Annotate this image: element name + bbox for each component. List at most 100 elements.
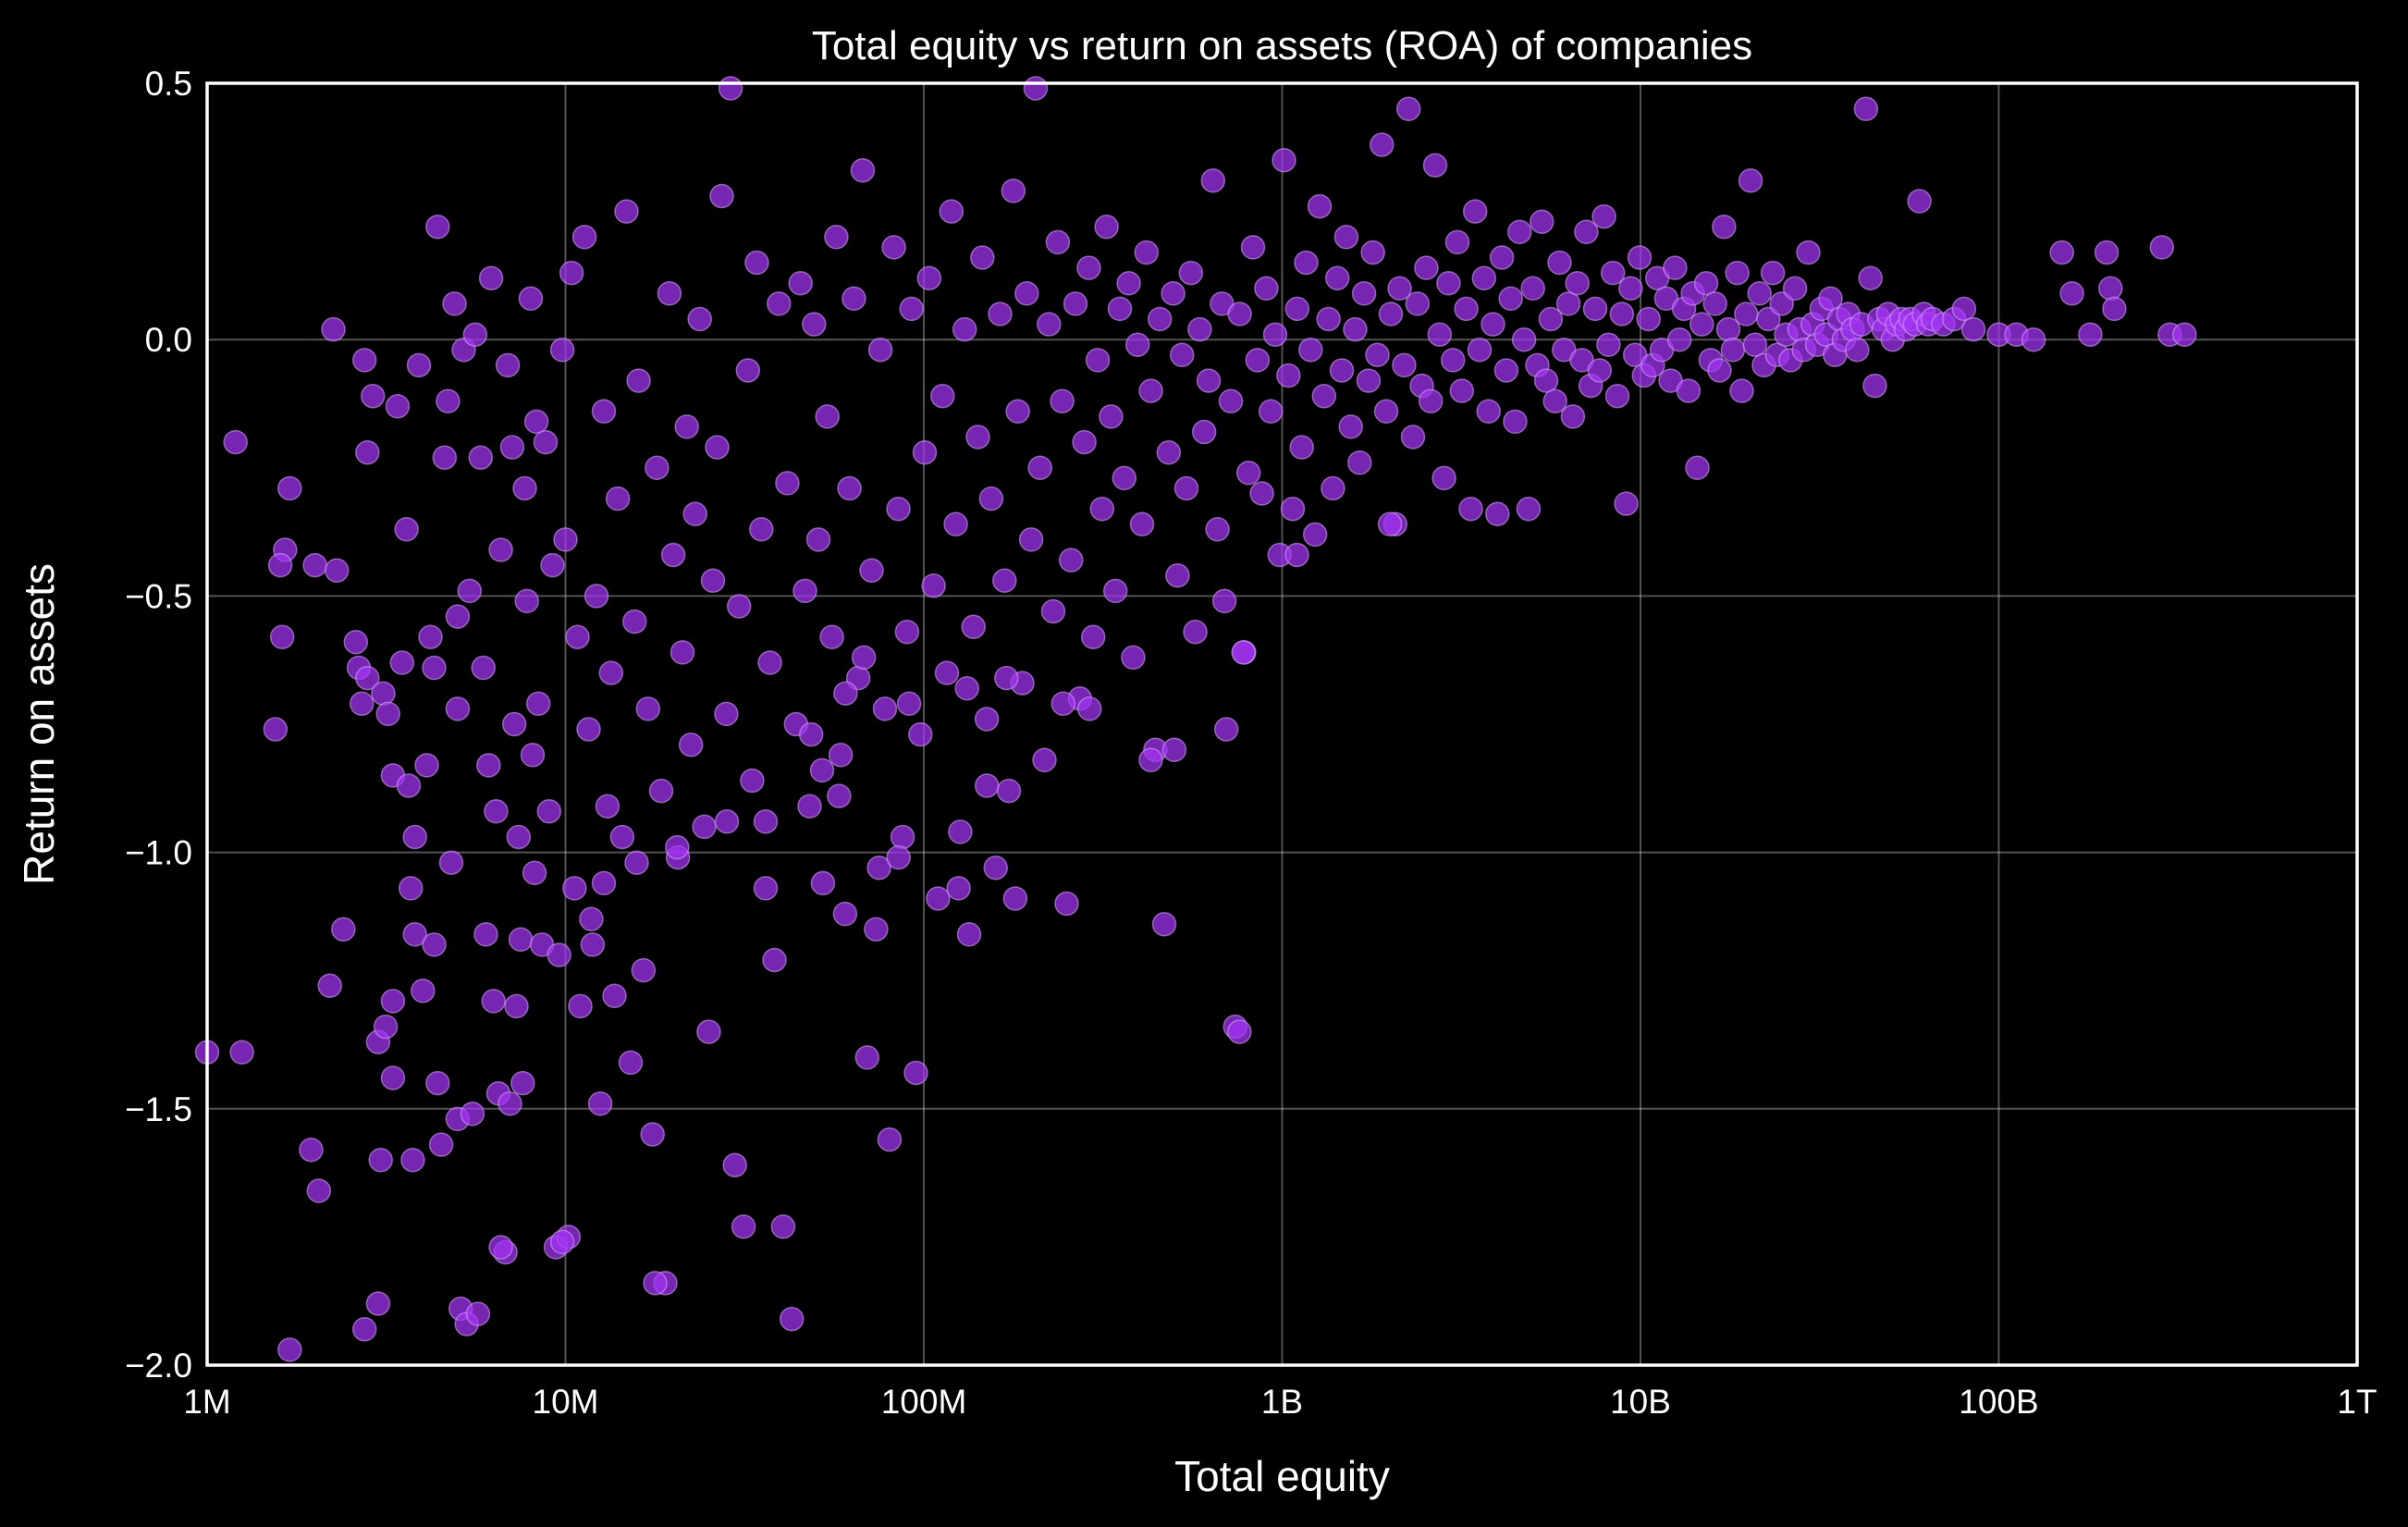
data-point (400, 1147, 425, 1173)
data-point (678, 732, 704, 757)
data-point (1037, 312, 1062, 337)
data-point (579, 906, 604, 931)
data-point (1333, 225, 1359, 250)
data-point (355, 439, 380, 465)
data-point (1458, 496, 1483, 522)
data-point (349, 691, 375, 717)
y-tick-label: −2.0 (125, 1347, 192, 1385)
data-point (343, 630, 369, 655)
data-point (1392, 352, 1417, 378)
data-point (385, 394, 411, 419)
data-point (1596, 332, 1621, 357)
data-point (1818, 286, 1843, 312)
data-point (805, 527, 831, 552)
data-point (269, 624, 295, 650)
data-point (726, 594, 752, 619)
data-point (1076, 696, 1102, 721)
data-point (380, 1065, 406, 1090)
data-point (351, 348, 377, 373)
data-point (797, 794, 822, 819)
y-tick-label: −1.0 (125, 834, 192, 872)
data-point (722, 1152, 747, 1178)
data-point (1284, 542, 1309, 568)
data-point (518, 286, 544, 312)
data-point (1747, 281, 1772, 306)
data-point (1347, 450, 1372, 475)
data-point (1725, 260, 1750, 286)
data-point (1112, 465, 1137, 491)
data-point (504, 993, 529, 1019)
data-point (877, 1127, 903, 1152)
data-point (1530, 209, 1554, 234)
data-point (445, 604, 471, 629)
data-point (499, 435, 525, 460)
data-point (1618, 276, 1643, 302)
data-point (687, 306, 712, 332)
data-point (624, 850, 649, 875)
data-point (277, 475, 302, 501)
data-point (709, 183, 734, 209)
data-point (1280, 496, 1306, 522)
data-point (988, 302, 1013, 326)
data-point (828, 743, 854, 768)
data-point (1689, 312, 1714, 337)
chart-title: Total equity vs return on assets (ROA) o… (812, 23, 1752, 68)
data-point (1471, 265, 1497, 290)
data-point (1400, 425, 1426, 449)
data-point (1498, 286, 1523, 312)
data-point (360, 383, 386, 409)
data-point (598, 660, 624, 685)
data-point (753, 809, 779, 834)
data-point (1356, 368, 1382, 393)
data-point (779, 1306, 805, 1332)
data-point (886, 496, 911, 522)
data-point (432, 445, 458, 470)
data-point (418, 624, 443, 650)
data-point (767, 291, 792, 316)
data-point (1254, 276, 1279, 302)
data-point (568, 993, 593, 1019)
data-point (1734, 302, 1759, 326)
data-point (622, 609, 647, 634)
data-point (867, 338, 893, 363)
data-point (1462, 199, 1488, 224)
data-point (970, 245, 995, 270)
x-tick-label: 1M (183, 1383, 230, 1421)
data-point (705, 435, 730, 460)
data-point (1316, 306, 1341, 332)
data-point (859, 558, 884, 583)
data-point (881, 235, 906, 260)
y-tick-label: 0.0 (145, 321, 192, 359)
data-point (965, 425, 990, 449)
data-point (331, 917, 356, 942)
data-point (1151, 911, 1177, 937)
data-point (373, 1014, 399, 1040)
data-point (473, 922, 498, 947)
data-point (1449, 378, 1475, 403)
data-point (1712, 214, 1737, 240)
data-point (1395, 96, 1421, 121)
data-point (553, 527, 578, 552)
data-point (1338, 414, 1363, 439)
data-point (1307, 193, 1333, 219)
data-point (1666, 326, 1692, 352)
data-point (365, 1291, 391, 1316)
data-point (1050, 691, 1076, 717)
data-point (714, 809, 740, 834)
data-point (1373, 399, 1399, 425)
data-point (992, 568, 1017, 594)
data-point (832, 901, 858, 927)
data-point (1249, 481, 1274, 506)
data-point (1796, 240, 1821, 265)
data-point (2021, 326, 2046, 352)
data-point (864, 917, 889, 942)
data-point (1685, 455, 1710, 481)
data-point (1121, 645, 1146, 671)
data-point (1370, 132, 1394, 157)
data-point (1235, 461, 1261, 486)
data-point (837, 475, 862, 501)
data-point (1663, 255, 1688, 280)
data-point (1218, 388, 1244, 413)
data-point (498, 1091, 522, 1116)
data-point (1284, 296, 1310, 322)
